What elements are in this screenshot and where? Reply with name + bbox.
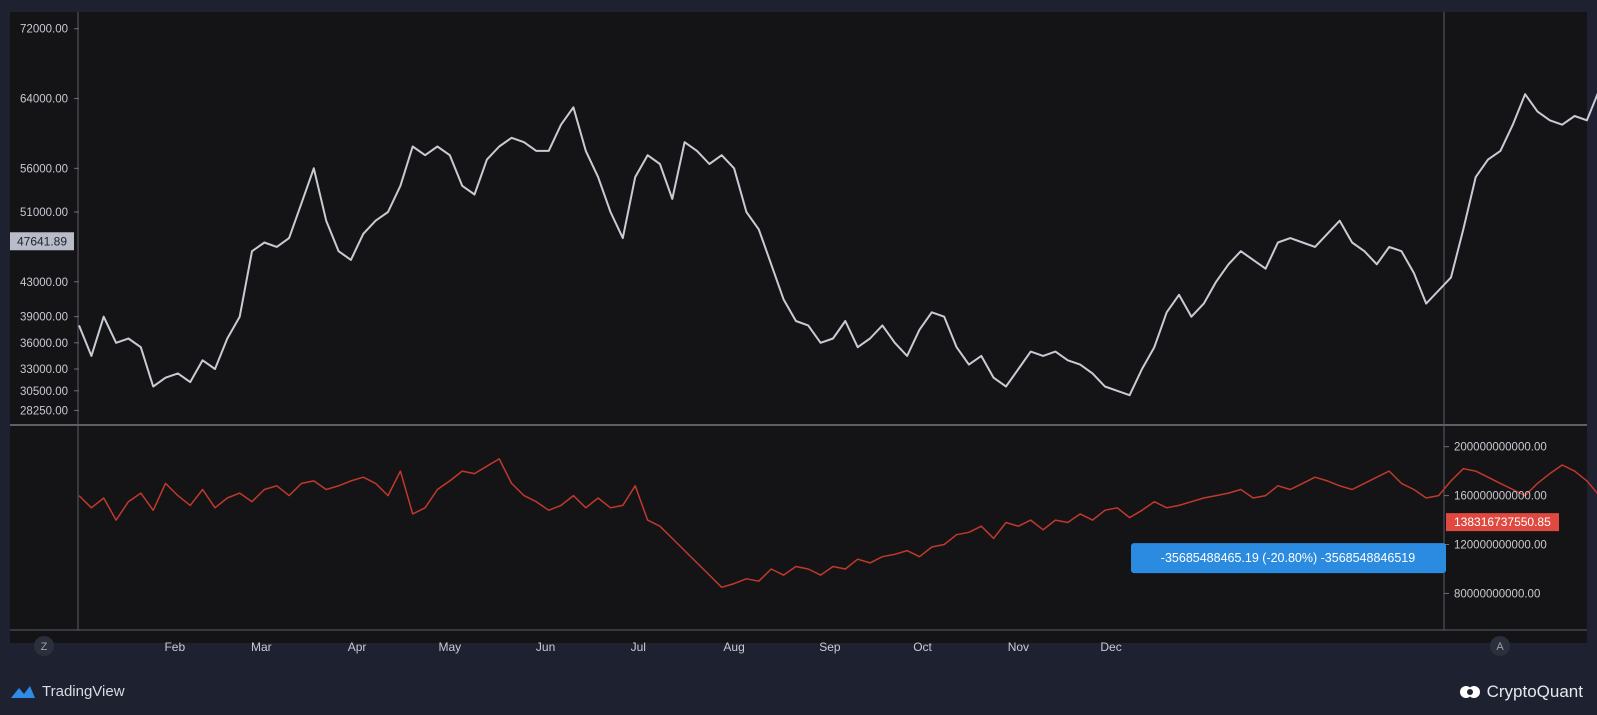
month-label: Jul (631, 640, 646, 654)
month-label: Apr (348, 640, 367, 654)
cryptoquant-logo-icon (1459, 686, 1480, 698)
button-circle (34, 636, 54, 656)
price-y-tick-label: 30500.00 (20, 386, 68, 398)
tradingview-label: TradingView (42, 683, 125, 700)
price-y-tick-label: 51000.00 (20, 207, 68, 219)
month-label: Feb (164, 640, 185, 654)
last-flow-badge (1446, 513, 1559, 532)
separators (10, 12, 1587, 631)
button-circle (1490, 636, 1510, 656)
price-y-tick-label: 64000.00 (20, 94, 68, 106)
price-y-tick-label: 43000.00 (20, 277, 68, 289)
overlay-layer: -35685488465.19 (-20.80%) -3568548846519 (1131, 543, 1446, 574)
price-y-tick-label: 72000.00 (20, 24, 68, 36)
chart-panel (10, 12, 1587, 643)
cryptoquant-label: CryptoQuant (1486, 682, 1583, 701)
measure-label-box (1131, 543, 1446, 574)
month-label: Jun (536, 640, 555, 654)
series-layer (78, 92, 1597, 589)
price-y-tick-label: 33000.00 (20, 364, 68, 376)
flow-line (78, 458, 1597, 589)
last-price-label: 47641.89 (17, 234, 67, 248)
button-label: A (1496, 641, 1504, 653)
month-label: Nov (1008, 640, 1029, 654)
month-label: Sep (819, 640, 841, 654)
flow-y-tick-label: 120000000000.00 (1454, 540, 1547, 552)
cryptoquant-brand: CryptoQuant (1459, 682, 1583, 702)
auto-scale-left-button[interactable]: Z (34, 636, 54, 656)
month-label: Aug (723, 640, 744, 654)
month-label: Mar (251, 640, 272, 654)
flow-y-tick-label: 200000000000.00 (1454, 442, 1547, 454)
price-y-tick-label: 56000.00 (20, 163, 68, 175)
month-label: Oct (913, 640, 932, 654)
tradingview-logo-icon (11, 685, 35, 698)
auto-scale-right-button[interactable]: A (1490, 636, 1510, 656)
tradingview-brand[interactable]: TradingView (10, 683, 125, 700)
axis-layer: 72000.00 64000.00 56000.00 51000.00 43000.00… (10, 24, 1559, 656)
button-label: Z (41, 641, 48, 653)
measure-label-text: -35685488465.19 (-20.80%) -3568548846519 (1161, 551, 1415, 565)
price-y-tick-label: 28250.00 (20, 405, 68, 417)
price-y-tick-label: 39000.00 (20, 312, 68, 324)
last-price-badge (10, 232, 74, 251)
flow-y-tick-label: 80000000000.00 (1454, 588, 1540, 600)
month-label: May (438, 640, 461, 654)
last-flow-label: 138316737550.85 (1454, 515, 1551, 529)
price-y-tick-label: 36000.00 (20, 338, 68, 350)
month-label: Dec (1100, 640, 1121, 654)
flow-y-tick-label: 160000000000.00 (1454, 491, 1547, 503)
price-line (78, 92, 1597, 397)
